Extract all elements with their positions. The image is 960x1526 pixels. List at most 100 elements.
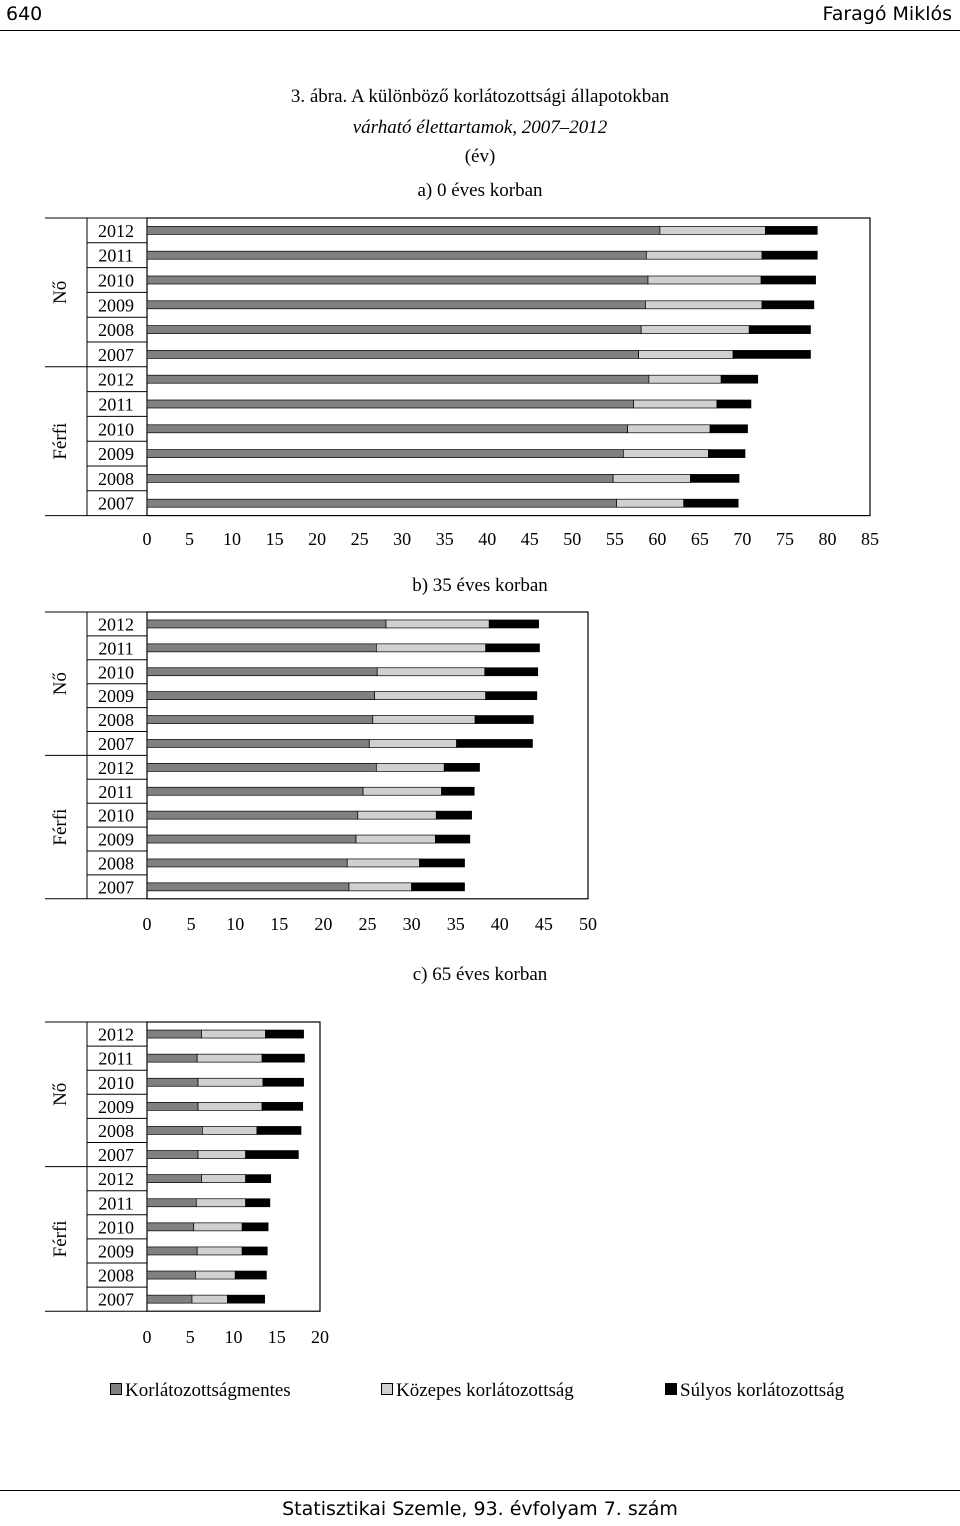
chart-a-category-label: 2010 xyxy=(98,271,134,291)
chart-a: NőFérfi201220112010200920082007201220112… xyxy=(45,217,879,549)
bar-c-sulyos-korlatozottsag-no-2007 xyxy=(245,1150,299,1159)
chart-a-category-label: 2011 xyxy=(98,246,133,266)
chart-a-x-tick-label: 15 xyxy=(266,529,284,549)
bar-c-sulyos-korlatozottsag-ferfi-2008 xyxy=(234,1270,267,1280)
bar-b-korlatozottsagmentes-ferfi-2007 xyxy=(146,882,350,892)
bar-b-korlatozottsagmentes-no-2010 xyxy=(146,667,378,677)
chart-a-x-tick-label: 10 xyxy=(223,529,241,549)
bar-a-korlatozottsagmentes-ferfi-2012 xyxy=(146,374,650,384)
bar-a-sulyos-korlatozottsag-ferfi-2007 xyxy=(683,498,739,508)
chart-a-category-label: 2012 xyxy=(98,221,134,241)
figure-title-line2: várható élettartamok, 2007–2012 xyxy=(0,117,960,139)
bar-c-kozepes-korlatozottsag-no-2009 xyxy=(197,1101,263,1111)
chart-a-x-tick-label: 75 xyxy=(776,529,794,549)
bar-b-korlatozottsagmentes-ferfi-2011 xyxy=(146,786,364,796)
chart-b-x-tick-label: 30 xyxy=(403,914,421,934)
legend-swatch-kozepes xyxy=(381,1383,393,1395)
chart-b-category-label: 2011 xyxy=(98,782,133,802)
chart-c-category-label: 2008 xyxy=(98,1121,134,1141)
bar-b-sulyos-korlatozottsag-no-2012 xyxy=(488,619,539,629)
bar-a-korlatozottsagmentes-ferfi-2010 xyxy=(146,424,628,434)
chart-b-x-tick-label: 10 xyxy=(226,914,244,934)
bar-c-sulyos-korlatozottsag-no-2010 xyxy=(262,1077,304,1087)
bar-a-sulyos-korlatozottsag-ferfi-2011 xyxy=(716,399,752,409)
bar-a-sulyos-korlatozottsag-no-2008 xyxy=(748,325,811,334)
chart-c: NőFérfi201220112010200920082007201220112… xyxy=(45,1021,329,1347)
author-name: Faragó Miklós xyxy=(822,3,952,25)
chart-a-group-label-ferfi: Férfi xyxy=(50,423,71,460)
chart-c-category-label: 2010 xyxy=(98,1073,134,1093)
bar-c-kozepes-korlatozottsag-no-2012 xyxy=(201,1029,266,1039)
chart-a-category-label: 2007 xyxy=(98,494,134,514)
bar-b-kozepes-korlatozottsag-no-2010 xyxy=(376,667,486,677)
chart-b-category-label: 2010 xyxy=(98,806,134,826)
bar-b-sulyos-korlatozottsag-no-2008 xyxy=(474,715,534,724)
chart-b-category-label: 2011 xyxy=(98,638,133,658)
bar-c-korlatozottsagmentes-ferfi-2012 xyxy=(146,1174,202,1184)
bar-c-korlatozottsagmentes-no-2012 xyxy=(146,1029,202,1039)
bar-a-kozepes-korlatozottsag-no-2007 xyxy=(638,350,734,359)
chart-c-category-label: 2011 xyxy=(98,1049,133,1069)
chart-c-category-label: 2012 xyxy=(98,1169,134,1189)
chart-c-x-tick-label: 0 xyxy=(143,1327,152,1347)
chart-a-x-tick-label: 30 xyxy=(393,529,411,549)
bar-a-korlatozottsagmentes-ferfi-2007 xyxy=(146,498,617,508)
bar-c-korlatozottsagmentes-no-2007 xyxy=(146,1150,199,1159)
bar-c-kozepes-korlatozottsag-ferfi-2009 xyxy=(196,1246,243,1256)
legend-swatch-korlatozottsagmentes xyxy=(110,1383,122,1395)
bar-c-korlatozottsagmentes-ferfi-2010 xyxy=(146,1222,195,1232)
chart-a-x-tick-label: 65 xyxy=(691,529,709,549)
bar-b-sulyos-korlatozottsag-no-2007 xyxy=(456,739,533,748)
chart-c-group-label-no: Nő xyxy=(50,1083,71,1106)
chart-a-group-label-no: Nő xyxy=(50,281,71,304)
bar-a-kozepes-korlatozottsag-ferfi-2008 xyxy=(612,474,691,483)
page-header: 640 Faragó Miklós xyxy=(0,0,960,31)
figure-unit: (év) xyxy=(464,146,496,167)
bar-c-korlatozottsagmentes-ferfi-2011 xyxy=(146,1198,197,1208)
bar-c-sulyos-korlatozottsag-ferfi-2010 xyxy=(241,1222,269,1232)
bar-c-kozepes-korlatozottsag-no-2007 xyxy=(197,1150,246,1159)
chart-b: NőFérfi201220112010200920082007201220112… xyxy=(45,611,597,934)
bar-c-kozepes-korlatozottsag-ferfi-2012 xyxy=(201,1174,246,1184)
bar-a-kozepes-korlatozottsag-ferfi-2011 xyxy=(633,399,718,409)
bar-c-kozepes-korlatozottsag-ferfi-2011 xyxy=(195,1198,246,1208)
legend-label-kozepes: Közepes korlátozottság xyxy=(396,1380,574,1401)
bar-b-sulyos-korlatozottsag-ferfi-2009 xyxy=(435,834,471,844)
bar-b-korlatozottsagmentes-no-2011 xyxy=(146,643,377,653)
chart-b-group-label-ferfi: Férfi xyxy=(50,809,71,846)
bar-c-sulyos-korlatozottsag-no-2012 xyxy=(265,1029,304,1039)
bar-b-sulyos-korlatozottsag-no-2009 xyxy=(485,691,538,701)
bar-a-sulyos-korlatozottsag-ferfi-2012 xyxy=(720,374,759,384)
bar-c-korlatozottsagmentes-no-2008 xyxy=(146,1126,203,1135)
chart-c-group-label-ferfi: Férfi xyxy=(50,1220,71,1257)
chart-a-x-tick-label: 25 xyxy=(351,529,369,549)
chart-a-category-label: 2008 xyxy=(98,469,134,489)
bar-a-sulyos-korlatozottsag-no-2010 xyxy=(760,275,816,285)
legend-swatch-sulyos xyxy=(665,1383,677,1395)
bar-b-kozepes-korlatozottsag-ferfi-2012 xyxy=(375,762,445,772)
chart-c-category-label: 2010 xyxy=(98,1217,134,1237)
bar-c-korlatozottsagmentes-ferfi-2007 xyxy=(146,1294,193,1304)
chart-c-x-tick-label: 5 xyxy=(186,1327,195,1347)
figure-title-text-2: várható élettartamok, 2007–2012 xyxy=(352,117,608,138)
legend-item-korlatozottsagmentes: Korlátozottságmentes xyxy=(110,1380,291,1402)
chart-b-category-label: 2007 xyxy=(98,734,134,754)
bar-b-korlatozottsagmentes-no-2008 xyxy=(146,715,374,724)
bar-c-kozepes-korlatozottsag-ferfi-2010 xyxy=(193,1222,243,1232)
bar-a-sulyos-korlatozottsag-no-2007 xyxy=(732,350,811,359)
chart-c-x-tick-label: 15 xyxy=(268,1327,286,1347)
chart-b-category-label: 2008 xyxy=(98,853,134,873)
bar-b-korlatozottsagmentes-ferfi-2012 xyxy=(146,762,377,772)
bar-a-sulyos-korlatozottsag-ferfi-2008 xyxy=(690,474,740,483)
bar-a-kozepes-korlatozottsag-no-2009 xyxy=(645,300,763,310)
bar-b-sulyos-korlatozottsag-ferfi-2011 xyxy=(441,786,475,796)
chart-a-category-label: 2010 xyxy=(98,419,134,439)
footer-rule xyxy=(0,1490,960,1491)
bar-a-korlatozottsagmentes-ferfi-2011 xyxy=(146,399,634,409)
chart-a-x-tick-label: 20 xyxy=(308,529,326,549)
legend-item-sulyos: Súlyos korlátozottság xyxy=(665,1380,844,1402)
page-number: 640 xyxy=(6,3,43,25)
chart-b-x-tick-label: 5 xyxy=(187,914,196,934)
bar-b-kozepes-korlatozottsag-no-2012 xyxy=(385,619,490,629)
